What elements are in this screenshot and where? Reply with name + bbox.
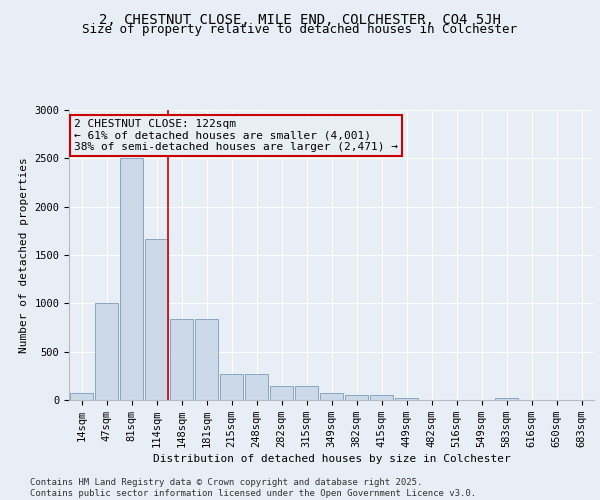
- Bar: [270, 386, 293, 400]
- Text: Size of property relative to detached houses in Colchester: Size of property relative to detached ho…: [83, 24, 517, 36]
- Bar: [295, 386, 318, 400]
- Bar: [495, 398, 518, 400]
- Bar: [370, 395, 393, 400]
- Text: 2, CHESTNUT CLOSE, MILE END, COLCHESTER, CO4 5JH: 2, CHESTNUT CLOSE, MILE END, COLCHESTER,…: [99, 12, 501, 26]
- Bar: [395, 398, 418, 400]
- Bar: [95, 304, 118, 400]
- Text: Contains HM Land Registry data © Crown copyright and database right 2025.
Contai: Contains HM Land Registry data © Crown c…: [30, 478, 476, 498]
- Bar: [170, 319, 193, 400]
- Bar: [120, 158, 143, 400]
- X-axis label: Distribution of detached houses by size in Colchester: Distribution of detached houses by size …: [152, 454, 511, 464]
- Bar: [245, 374, 268, 400]
- Text: 2 CHESTNUT CLOSE: 122sqm
← 61% of detached houses are smaller (4,001)
38% of sem: 2 CHESTNUT CLOSE: 122sqm ← 61% of detach…: [74, 118, 398, 152]
- Bar: [195, 319, 218, 400]
- Bar: [320, 393, 343, 400]
- Bar: [220, 374, 243, 400]
- Bar: [345, 394, 368, 400]
- Y-axis label: Number of detached properties: Number of detached properties: [19, 157, 29, 353]
- Bar: [70, 393, 93, 400]
- Bar: [145, 238, 168, 400]
